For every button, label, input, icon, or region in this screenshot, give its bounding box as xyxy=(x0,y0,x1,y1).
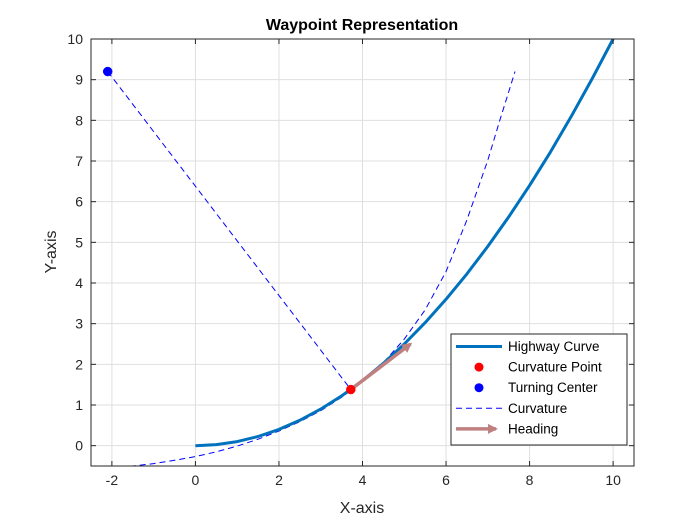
legend-label: Curvature Point xyxy=(508,360,602,375)
y-tick-label: 8 xyxy=(75,112,83,128)
x-tick-label: 10 xyxy=(605,472,621,488)
legend-item-turning-center[interactable]: Turning Center xyxy=(474,380,599,395)
legend-swatch-marker xyxy=(474,383,484,393)
y-tick-label: 0 xyxy=(75,438,83,454)
legend-label: Heading xyxy=(508,421,558,436)
y-axis-label: Y-axis xyxy=(43,231,60,274)
radius-connector-line xyxy=(107,71,352,390)
y-tick-label: 5 xyxy=(75,234,83,250)
y-tick-label: 1 xyxy=(75,397,83,413)
legend-label: Turning Center xyxy=(508,380,598,395)
y-tick-label: 9 xyxy=(75,72,83,88)
legend-label: Highway Curve xyxy=(508,339,600,354)
x-tick-label: 4 xyxy=(359,472,367,488)
legend-item-curvature[interactable]: Curvature xyxy=(456,401,567,416)
curvature-point-marker xyxy=(346,384,356,395)
legend-item-heading[interactable]: Heading xyxy=(456,421,558,436)
y-tick-label: 3 xyxy=(75,316,83,332)
legend-item-curvature-point[interactable]: Curvature Point xyxy=(474,360,603,375)
legend[interactable]: Highway Curve Curvature Point Turning Cent… xyxy=(450,333,628,446)
x-tick-label: -2 xyxy=(106,472,119,488)
ticks: -2 0 2 4 6 8 10 0 1 2 3 4 5 6 7 8 9 10 xyxy=(67,31,634,488)
x-tick-label: 6 xyxy=(442,472,450,488)
legend-label: Curvature xyxy=(508,401,567,416)
y-tick-label: 2 xyxy=(75,356,83,372)
x-tick-label: 8 xyxy=(526,472,534,488)
x-tick-label: 2 xyxy=(275,472,283,488)
y-tick-label: 10 xyxy=(67,31,83,47)
chart-title: Waypoint Representation xyxy=(266,17,458,34)
legend-item-highway-curve[interactable]: Highway Curve xyxy=(456,339,600,354)
legend-swatch-marker xyxy=(474,362,484,372)
y-tick-label: 7 xyxy=(75,153,83,169)
x-axis-label: X-axis xyxy=(340,500,384,517)
series-layer xyxy=(102,39,615,466)
turning-center-marker xyxy=(102,66,113,77)
y-tick-label: 4 xyxy=(75,275,83,291)
x-tick-label: 0 xyxy=(192,472,200,488)
heading-arrow xyxy=(349,342,413,391)
y-tick-label: 6 xyxy=(75,194,83,210)
